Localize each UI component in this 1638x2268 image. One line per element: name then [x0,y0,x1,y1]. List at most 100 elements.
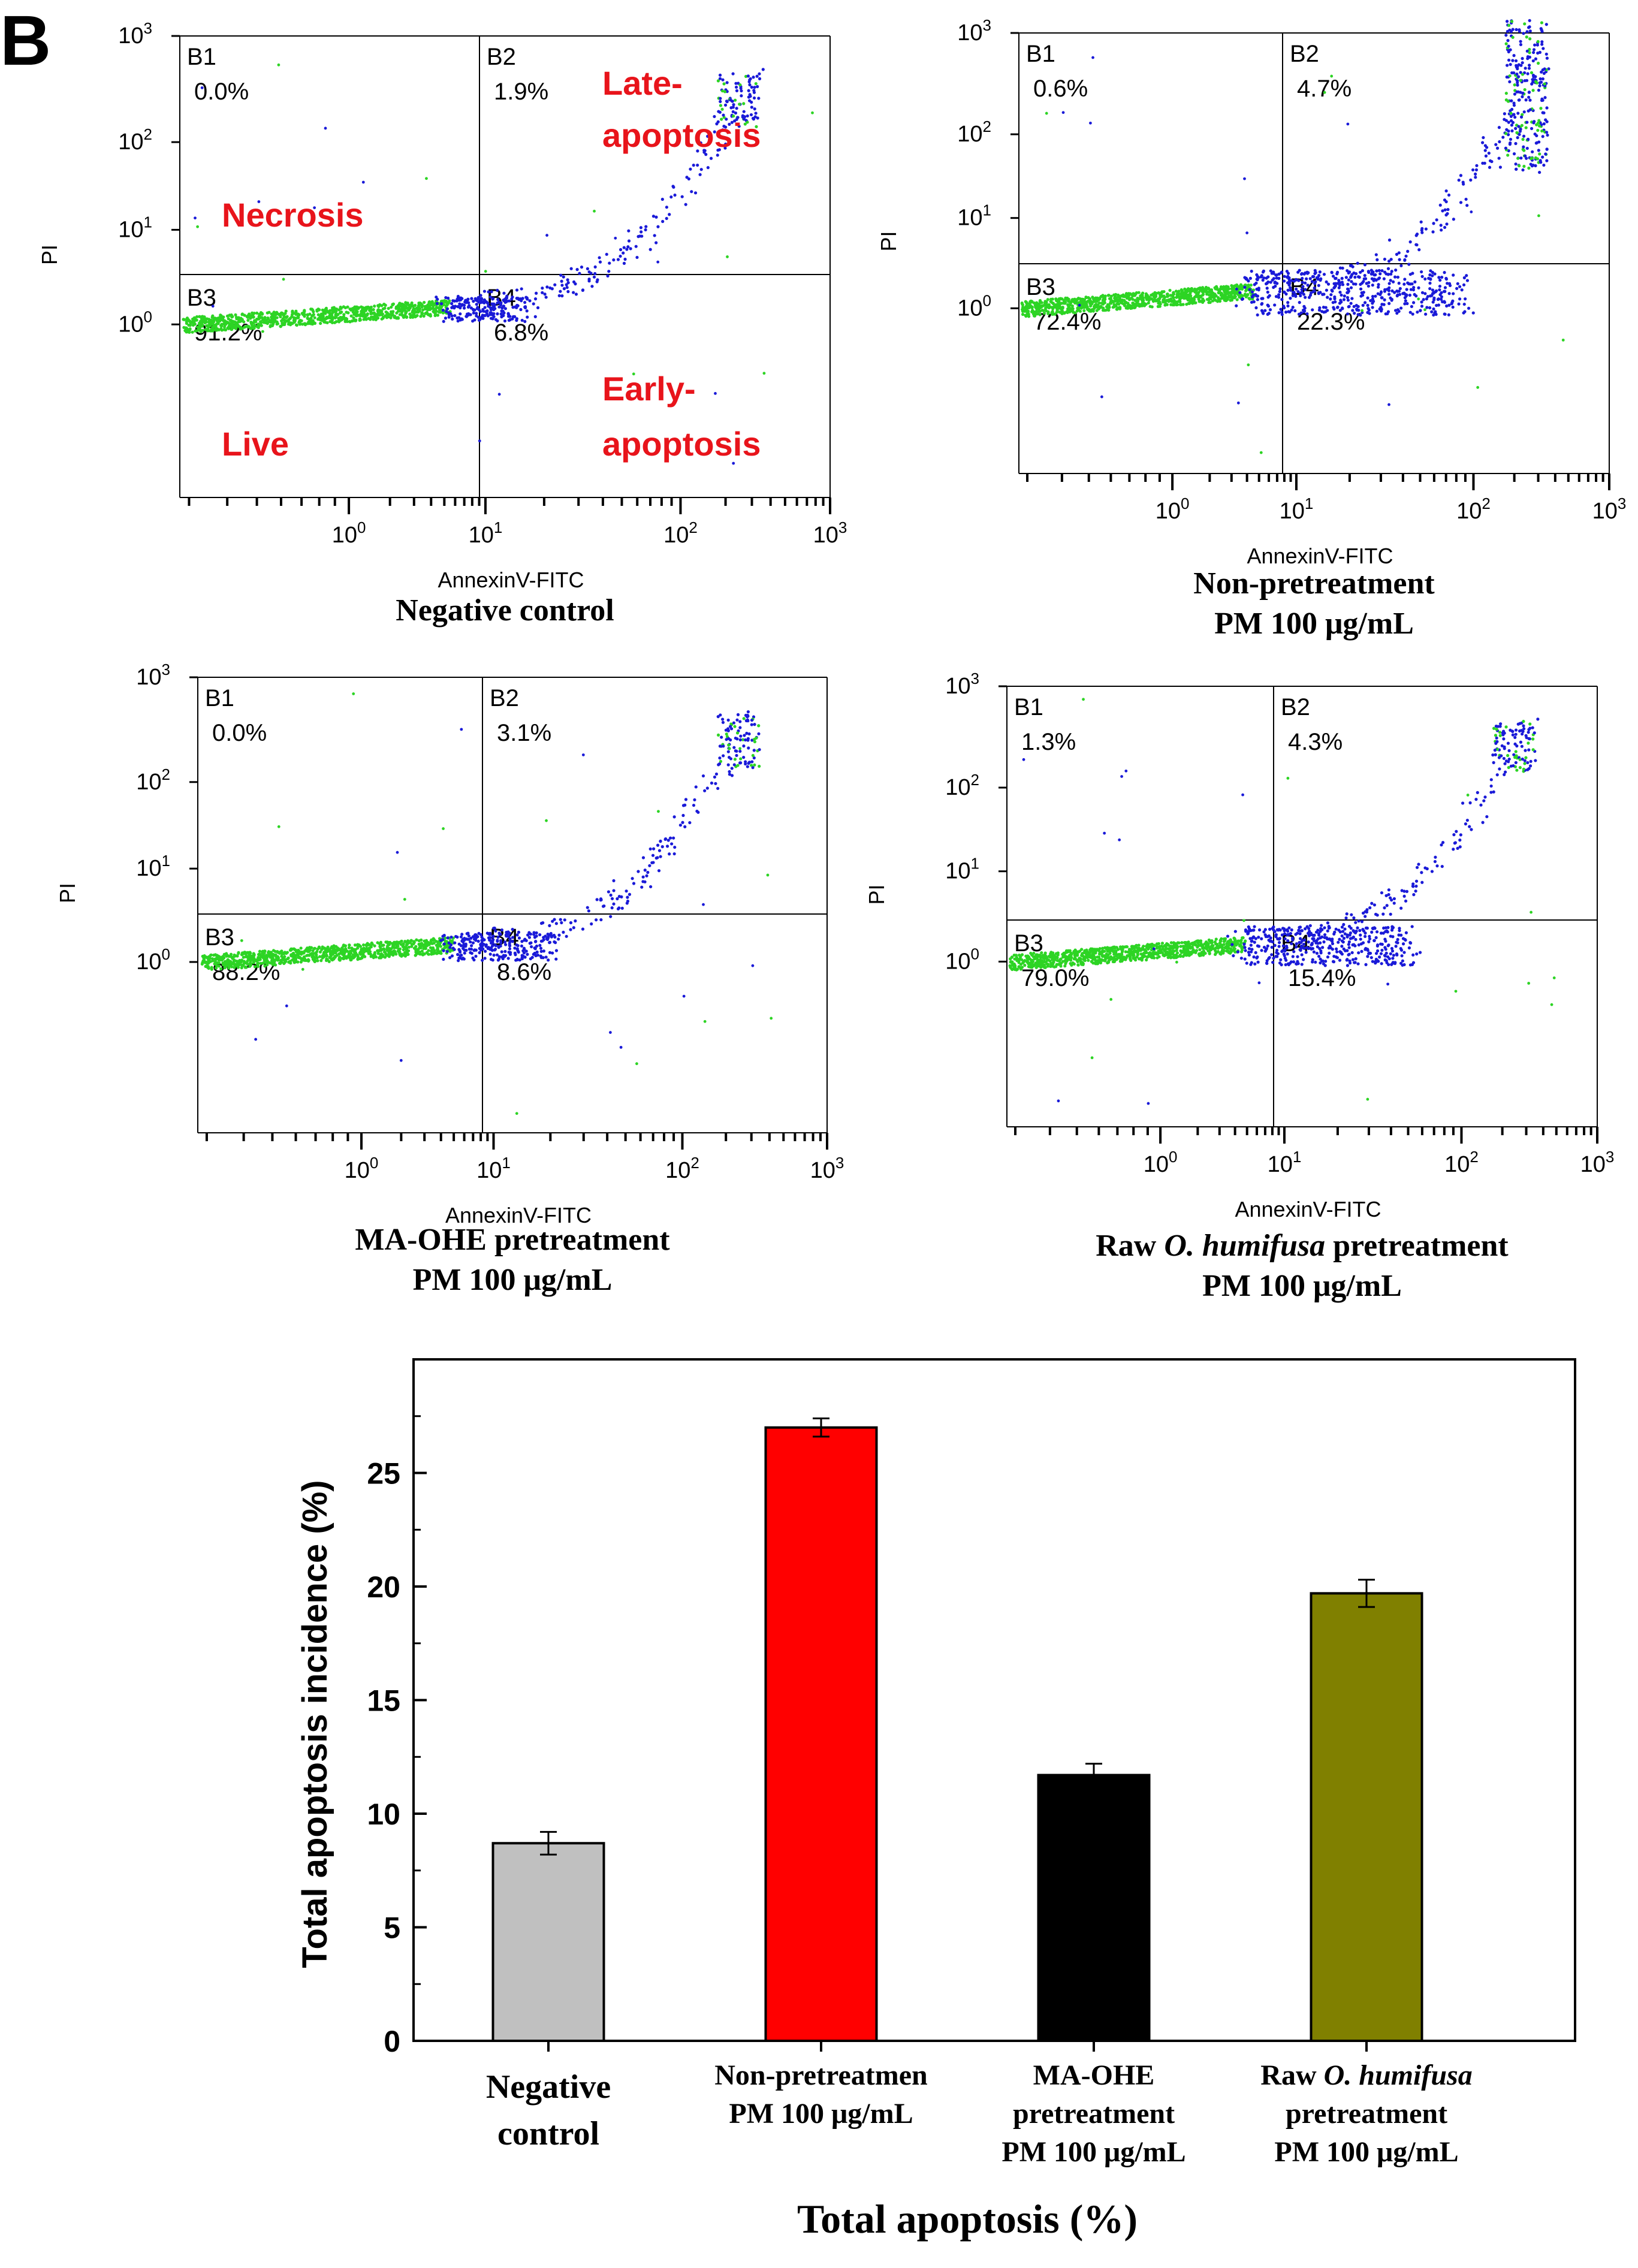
dot-negative [382,302,386,306]
dot-negative [421,308,425,312]
dot-negative [260,316,264,319]
dot-positive [1431,288,1435,292]
dot-outlier [497,393,501,396]
y-axis-label: PI [37,245,62,265]
dot-negative [332,316,336,319]
dot-positive [716,786,720,791]
dot-positive [1524,67,1527,70]
dot-negative [437,942,441,945]
quadrant-value-b2: 4.7% [1297,76,1352,102]
dot-negative [234,327,238,330]
dot-positive [533,940,538,943]
dot-negative [1060,309,1064,312]
dot-positive [1503,112,1506,116]
dot-negative [1157,297,1161,301]
dot-positive [1241,297,1245,301]
dot-negative [1201,292,1205,296]
dot-negative [359,312,363,316]
dot-positive [1322,310,1326,314]
dot-negative [1140,293,1144,297]
dot-negative [243,325,247,328]
dot-negative [296,314,300,318]
dot-positive [1540,21,1544,25]
dot-positive [1316,278,1320,281]
dot-positive [1540,43,1544,46]
dot-positive [462,303,466,307]
dot-negative [182,318,185,321]
dot-positive [1266,303,1269,307]
dot-positive [1346,298,1350,302]
dot-outlier [714,391,717,395]
dot-positive [1530,71,1534,74]
dot-negative [1059,297,1063,301]
dot-negative [227,317,230,321]
annotation-live: Live [222,425,289,463]
dot-negative [1175,303,1178,306]
dot-positive [481,958,484,962]
dot-negative [183,328,187,333]
dot-positive [1518,28,1521,32]
dot-outlier [619,1045,623,1049]
dot-negative [1046,312,1050,315]
dot-positive [1384,272,1388,276]
dot-positive [749,113,753,117]
dot-positive [659,855,662,858]
dot-negative [378,942,381,946]
dot-positive [496,312,499,316]
dot-positive [747,761,750,765]
dot-positive [1517,125,1521,128]
dot-negative [185,321,189,325]
y-axis-label: PI [876,231,901,251]
quadrant-value-b2: 4.3% [1288,729,1343,755]
dot-positive [1337,286,1341,289]
dot-negative [397,940,401,944]
dot-positive [1440,228,1443,232]
dot-negative [1051,301,1055,306]
dot-negative [424,312,427,315]
flow-plot-ma-ohe: 100 101 102 103100101102103AnnexinV-FITCPIB… [55,661,844,1297]
dot-positive [478,951,481,955]
dot-negative [246,324,249,328]
dot-positive [1403,278,1407,281]
dot-positive [491,317,494,321]
dot-positive [1302,272,1306,276]
dot-positive [493,926,496,930]
dot-negative [1141,295,1145,299]
dot-negative [202,315,206,319]
dot-positive [719,104,723,107]
dot-positive [1322,292,1326,296]
dot-positive [449,943,453,947]
dot-positive [1338,309,1342,312]
dot-negative [312,310,315,313]
dot-positive [1384,312,1387,316]
dot-positive [1516,83,1519,87]
dot-positive [1406,249,1410,253]
dot-positive [578,272,581,275]
dot-positive [1510,99,1513,102]
dot-positive [1366,284,1370,288]
dot-positive [1301,308,1305,312]
dot-positive [508,947,512,951]
dot-negative [390,313,393,316]
y-tick-label: 102 [118,125,152,155]
dot-negative [209,329,213,333]
dot-outlier [1417,297,1420,301]
dot-positive [747,95,750,99]
dot-negative [393,951,397,954]
dot-positive [1405,288,1408,291]
dot-positive [706,166,710,170]
dot-positive [530,945,533,949]
quadrant-value-b1: 0.0% [212,720,267,746]
dot-positive [748,83,752,87]
dot-negative [349,955,352,958]
dot-negative [1093,300,1097,303]
dot-negative [329,946,333,950]
dot-negative [354,305,358,309]
dot-negative [1040,301,1043,304]
dot-positive [562,287,566,291]
dot-positive [488,952,492,956]
dot-positive [475,312,478,315]
dot-positive [1343,294,1346,298]
dot-negative [427,304,431,308]
dot-positive [548,924,551,927]
